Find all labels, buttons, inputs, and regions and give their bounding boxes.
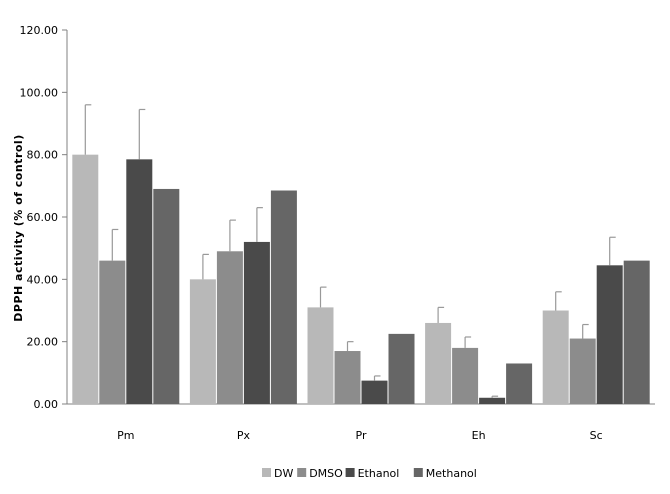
y-tick-label: 60.00 [27, 211, 59, 224]
bar-methanol-sc [623, 260, 650, 404]
y-tick-label: 0.00 [34, 398, 59, 411]
bar-dmso-sc [569, 338, 596, 404]
y-tick-label: 20.00 [27, 336, 59, 349]
labels: 0.00 20.00 40.00 60.00 80.00 100.00 120.00 Pm Px… [20, 24, 603, 442]
bar-ethanol-sc [596, 265, 623, 404]
bar-dmso-pm [99, 260, 126, 404]
legend-swatch-methanol [413, 468, 423, 477]
bar-ethanol-px [243, 241, 270, 404]
error-bars [84, 104, 616, 398]
bar-dmso-pr [334, 351, 361, 404]
y-tick-label: 120.00 [20, 24, 59, 37]
legend-label-dmso: DMSO [309, 467, 343, 480]
y-tick-label: 40.00 [27, 273, 59, 286]
y-axis-title: DPPH activity (% of control) [12, 134, 25, 321]
legend-swatch-dmso [297, 468, 307, 477]
y-tick-label: 100.00 [20, 86, 59, 99]
bar-methanol-px [270, 190, 297, 404]
y-tick-label: 80.00 [27, 149, 59, 162]
bar-methanol-eh [506, 363, 533, 404]
bar-dmso-eh [452, 347, 479, 404]
x-category-label: Sc [590, 429, 603, 442]
legend-label-dw: DW [274, 467, 293, 480]
legend: DW DMSO Ethanol Methanol [262, 467, 477, 480]
bar-dw-px [189, 279, 216, 404]
bar-ethanol-pr [361, 380, 388, 404]
legend-swatch-dw [262, 468, 271, 477]
bar-methanol-pr [388, 333, 415, 404]
x-category-label: Px [237, 429, 251, 442]
bar-methanol-pm [153, 188, 180, 404]
legend-label-methanol: Methanol [426, 467, 477, 480]
bar-dw-eh [425, 322, 452, 404]
x-category-label: Pm [117, 429, 134, 442]
x-category-label: Pr [356, 429, 367, 442]
bar-dw-pm [72, 154, 99, 404]
legend-label-ethanol: Ethanol [358, 467, 400, 480]
bar-dw-sc [542, 310, 569, 404]
x-category-label: Eh [472, 429, 486, 442]
bar-ethanol-eh [479, 397, 506, 404]
legend-swatch-ethanol [345, 468, 355, 477]
bar-dw-pr [307, 307, 334, 404]
bars [72, 154, 650, 404]
bar-dmso-px [216, 251, 243, 404]
bar-ethanol-pm [126, 159, 153, 404]
